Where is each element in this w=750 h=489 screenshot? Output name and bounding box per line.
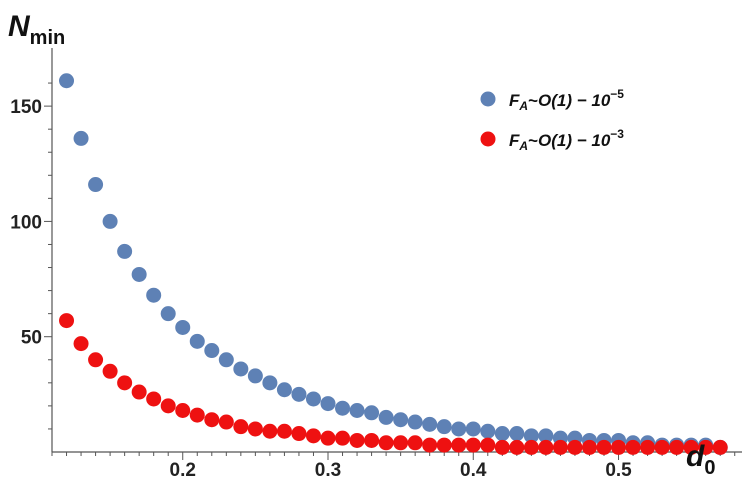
data-point-series-2: [291, 426, 307, 442]
data-point-series-1: [465, 421, 481, 437]
y-tick-label: 100: [10, 212, 42, 233]
data-point-series-1: [160, 306, 176, 322]
x-tick-label: 0.3: [315, 460, 341, 481]
data-point-series-1: [436, 419, 452, 435]
data-point-series-1: [204, 343, 220, 359]
data-point-series-2: [436, 437, 452, 453]
data-point-series-2: [189, 407, 205, 423]
data-point-series-1: [407, 414, 423, 430]
data-point-series-2: [465, 437, 481, 453]
data-point-series-2: [88, 352, 104, 368]
data-point-series-2: [276, 423, 292, 439]
data-point-series-2: [131, 384, 147, 400]
y-tick-label: 50: [21, 328, 42, 349]
data-point-series-1: [88, 177, 104, 193]
data-point-series-2: [262, 423, 278, 439]
data-point-series-2: [698, 439, 714, 455]
data-point-series-1: [320, 396, 336, 412]
data-point-series-1: [378, 409, 394, 425]
data-point-series-1: [189, 333, 205, 349]
data-point-series-2: [552, 439, 568, 455]
data-point-series-2: [393, 435, 409, 451]
data-point-series-2: [669, 439, 685, 455]
data-point-series-2: [654, 439, 670, 455]
data-point-series-2: [349, 432, 365, 448]
data-point-series-2: [451, 437, 467, 453]
data-point-series-2: [596, 439, 612, 455]
data-point-series-2: [335, 430, 351, 446]
data-point-series-1: [523, 428, 539, 444]
data-point-series-1: [291, 386, 307, 402]
legend: FA~O(1) − 10−5 FA~O(1) − 10−3: [480, 87, 624, 153]
data-point-series-1: [335, 400, 351, 416]
data-point-series-2: [320, 430, 336, 446]
data-point-series-2: [378, 435, 394, 451]
data-point-series-1: [480, 423, 496, 439]
axes: 0.2 0.3 0.4 0.5 50 100 150: [10, 48, 742, 481]
data-point-series-1: [59, 73, 75, 89]
data-point-series-2: [305, 428, 321, 444]
data-point-series-2: [509, 439, 525, 455]
data-point-series-2: [204, 412, 220, 428]
data-points: [59, 73, 728, 455]
data-point-series-2: [102, 363, 118, 379]
data-point-series-1: [175, 319, 191, 335]
data-point-series-1: [349, 402, 365, 418]
data-point-series-1: [218, 352, 234, 368]
data-point-series-2: [538, 439, 554, 455]
data-point-series-1: [262, 375, 278, 391]
data-point-series-2: [581, 439, 597, 455]
data-point-series-2: [567, 439, 583, 455]
data-point-series-1: [393, 412, 409, 428]
data-point-series-2: [247, 421, 263, 437]
x-tick-label: 0.2: [170, 460, 196, 481]
data-point-series-2: [494, 439, 510, 455]
data-point-series-1: [131, 266, 147, 282]
data-point-series-1: [73, 130, 89, 146]
legend-marker-series-2: [480, 131, 496, 147]
data-point-series-1: [364, 405, 380, 421]
y-tick-label: 150: [10, 97, 42, 118]
data-point-series-2: [625, 439, 641, 455]
data-point-series-1: [102, 213, 118, 229]
y-axis-title: Nmin: [8, 10, 65, 49]
data-point-series-2: [73, 336, 89, 352]
data-point-series-2: [407, 435, 423, 451]
data-point-series-2: [146, 391, 162, 407]
data-point-series-2: [611, 439, 627, 455]
data-point-series-1: [233, 361, 249, 377]
data-point-series-2: [480, 437, 496, 453]
data-point-series-2: [640, 439, 656, 455]
data-point-series-2: [218, 414, 234, 430]
data-point-series-2: [233, 419, 249, 435]
data-point-series-2: [712, 439, 728, 455]
data-point-series-1: [422, 416, 438, 432]
data-point-series-2: [422, 437, 438, 453]
x-tick-label: 0.5: [605, 460, 632, 481]
data-point-series-1: [451, 421, 467, 437]
data-point-series-2: [683, 439, 699, 455]
data-point-series-1: [494, 426, 510, 442]
x-tick-label: 0.4: [460, 460, 487, 481]
data-point-series-2: [59, 313, 75, 329]
data-point-series-2: [160, 398, 176, 414]
data-point-series-2: [117, 375, 133, 391]
data-point-series-1: [117, 243, 133, 259]
data-point-series-1: [146, 287, 162, 303]
data-point-series-1: [305, 391, 321, 407]
data-point-series-1: [538, 428, 554, 444]
data-point-series-1: [247, 368, 263, 384]
data-point-series-1: [509, 426, 525, 442]
x-axis-title: d0: [686, 440, 715, 479]
data-point-series-1: [276, 382, 292, 398]
data-point-series-2: [523, 439, 539, 455]
data-point-series-2: [364, 432, 380, 448]
legend-marker-series-1: [480, 91, 496, 107]
data-point-series-2: [175, 402, 191, 418]
legend-label-series-1: FA~O(1) − 10−5: [509, 87, 624, 113]
legend-label-series-2: FA~O(1) − 10−3: [509, 127, 624, 153]
